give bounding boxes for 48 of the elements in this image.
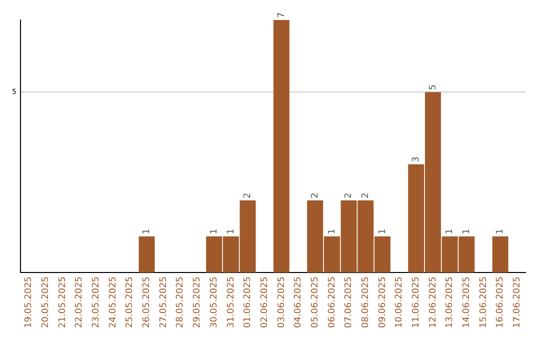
x-tick-label: 08.06.2025 <box>360 276 371 328</box>
x-tick-label: 19.05.2025 <box>24 276 34 328</box>
x-tick-label: 24.05.2025 <box>108 276 118 328</box>
x-tick-label: 26.05.2025 <box>142 276 152 328</box>
x-tick-label: 16.06.2025 <box>496 276 506 328</box>
data-label: 1 <box>378 228 388 234</box>
x-tick-label: 04.06.2025 <box>294 276 304 328</box>
x-tick-label: 05.06.2025 <box>310 276 320 328</box>
x-tick-label: 20.05.2025 <box>41 276 52 328</box>
bar <box>273 20 290 272</box>
bar <box>138 236 155 272</box>
x-tick-label: 10.06.2025 <box>394 276 405 328</box>
x-tick-label: 01.06.2025 <box>243 276 254 328</box>
data-label: 7 <box>276 12 287 18</box>
data-label: 1 <box>445 228 456 234</box>
x-tick-label: 13.06.2025 <box>445 276 456 328</box>
x-tick-label: 17.06.2025 <box>512 276 522 328</box>
bar <box>492 236 508 272</box>
x-tick-label: 29.05.2025 <box>192 276 203 328</box>
data-label: 1 <box>226 228 236 234</box>
data-label: 1 <box>142 228 152 234</box>
x-tick-label: 11.06.2025 <box>411 276 422 328</box>
data-label: 2 <box>344 192 354 198</box>
x-tick-label: 07.06.2025 <box>344 276 354 328</box>
x-tick-label: 09.06.2025 <box>378 276 388 328</box>
x-tick-label: 14.06.2025 <box>462 276 472 328</box>
x-tick-label: 02.06.2025 <box>260 276 270 328</box>
data-label: 2 <box>310 192 320 198</box>
x-tick-label: 03.06.2025 <box>276 276 287 328</box>
x-tick-label: 23.05.2025 <box>92 276 102 328</box>
x-tick-label: 21.05.2025 <box>58 276 68 328</box>
x-tick-label: 30.05.2025 <box>209 276 220 328</box>
data-label: 2 <box>360 192 371 198</box>
data-label: 5 <box>428 84 438 90</box>
data-label: 2 <box>243 192 254 198</box>
data-label: 3 <box>411 156 422 162</box>
x-tick-label: 12.06.2025 <box>428 276 438 328</box>
x-tick-label: 15.06.2025 <box>478 276 489 328</box>
x-tick-label: 25.05.2025 <box>125 276 136 328</box>
data-label: 1 <box>327 228 338 234</box>
x-tick-label: 27.05.2025 <box>158 276 169 328</box>
data-label: 1 <box>496 228 506 234</box>
x-tick-label: 22.05.2025 <box>74 276 85 328</box>
x-tick-label: 31.05.2025 <box>226 276 236 328</box>
x-tick-label: 06.06.2025 <box>327 276 338 328</box>
x-tick-label: 28.05.2025 <box>176 276 186 328</box>
data-label: 1 <box>209 228 220 234</box>
data-label: 1 <box>462 228 472 234</box>
